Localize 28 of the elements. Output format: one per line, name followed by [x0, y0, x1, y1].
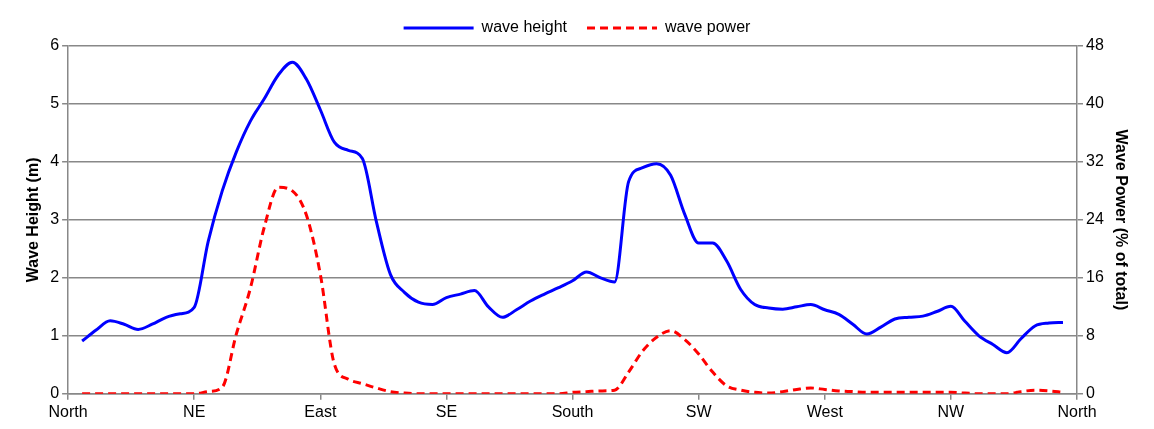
y2-axis-title: Wave Power (% of total): [1112, 129, 1130, 311]
y2-tick-label: 24: [1086, 210, 1104, 228]
y2-tick-label: 48: [1086, 36, 1104, 54]
x-tick-label: South: [551, 402, 594, 420]
legend-label: wave height: [480, 18, 568, 36]
y-tick-label: 0: [50, 384, 60, 402]
x-tick-label: East: [304, 402, 337, 420]
y-tick-label: 6: [50, 36, 60, 54]
y-tick-label: 4: [50, 152, 60, 170]
y2-tick-label: 16: [1086, 268, 1104, 286]
y-tick-label: 5: [50, 94, 60, 112]
legend-label: wave power: [664, 18, 752, 36]
line-series: [80, 60, 1065, 355]
x-tick-label: North: [1057, 402, 1097, 420]
y2-tick-label: 32: [1086, 152, 1104, 170]
x-tick-label: SE: [435, 402, 458, 420]
y-tick-label: 1: [50, 326, 60, 344]
x-tick-label: West: [806, 402, 844, 420]
x-tick-label: North: [48, 402, 88, 420]
y-tick-label: 3: [50, 210, 60, 228]
y-tick-label: 2: [50, 268, 60, 286]
y-axis-title: Wave Height (m): [24, 157, 42, 283]
x-tick-label: NW: [937, 402, 966, 420]
y2-tick-label: 0: [1086, 384, 1095, 402]
y2-tick-label: 8: [1086, 326, 1095, 344]
x-tick-label: SW: [685, 402, 713, 420]
x-tick-label: NE: [183, 402, 206, 420]
y2-tick-label: 40: [1086, 94, 1104, 112]
